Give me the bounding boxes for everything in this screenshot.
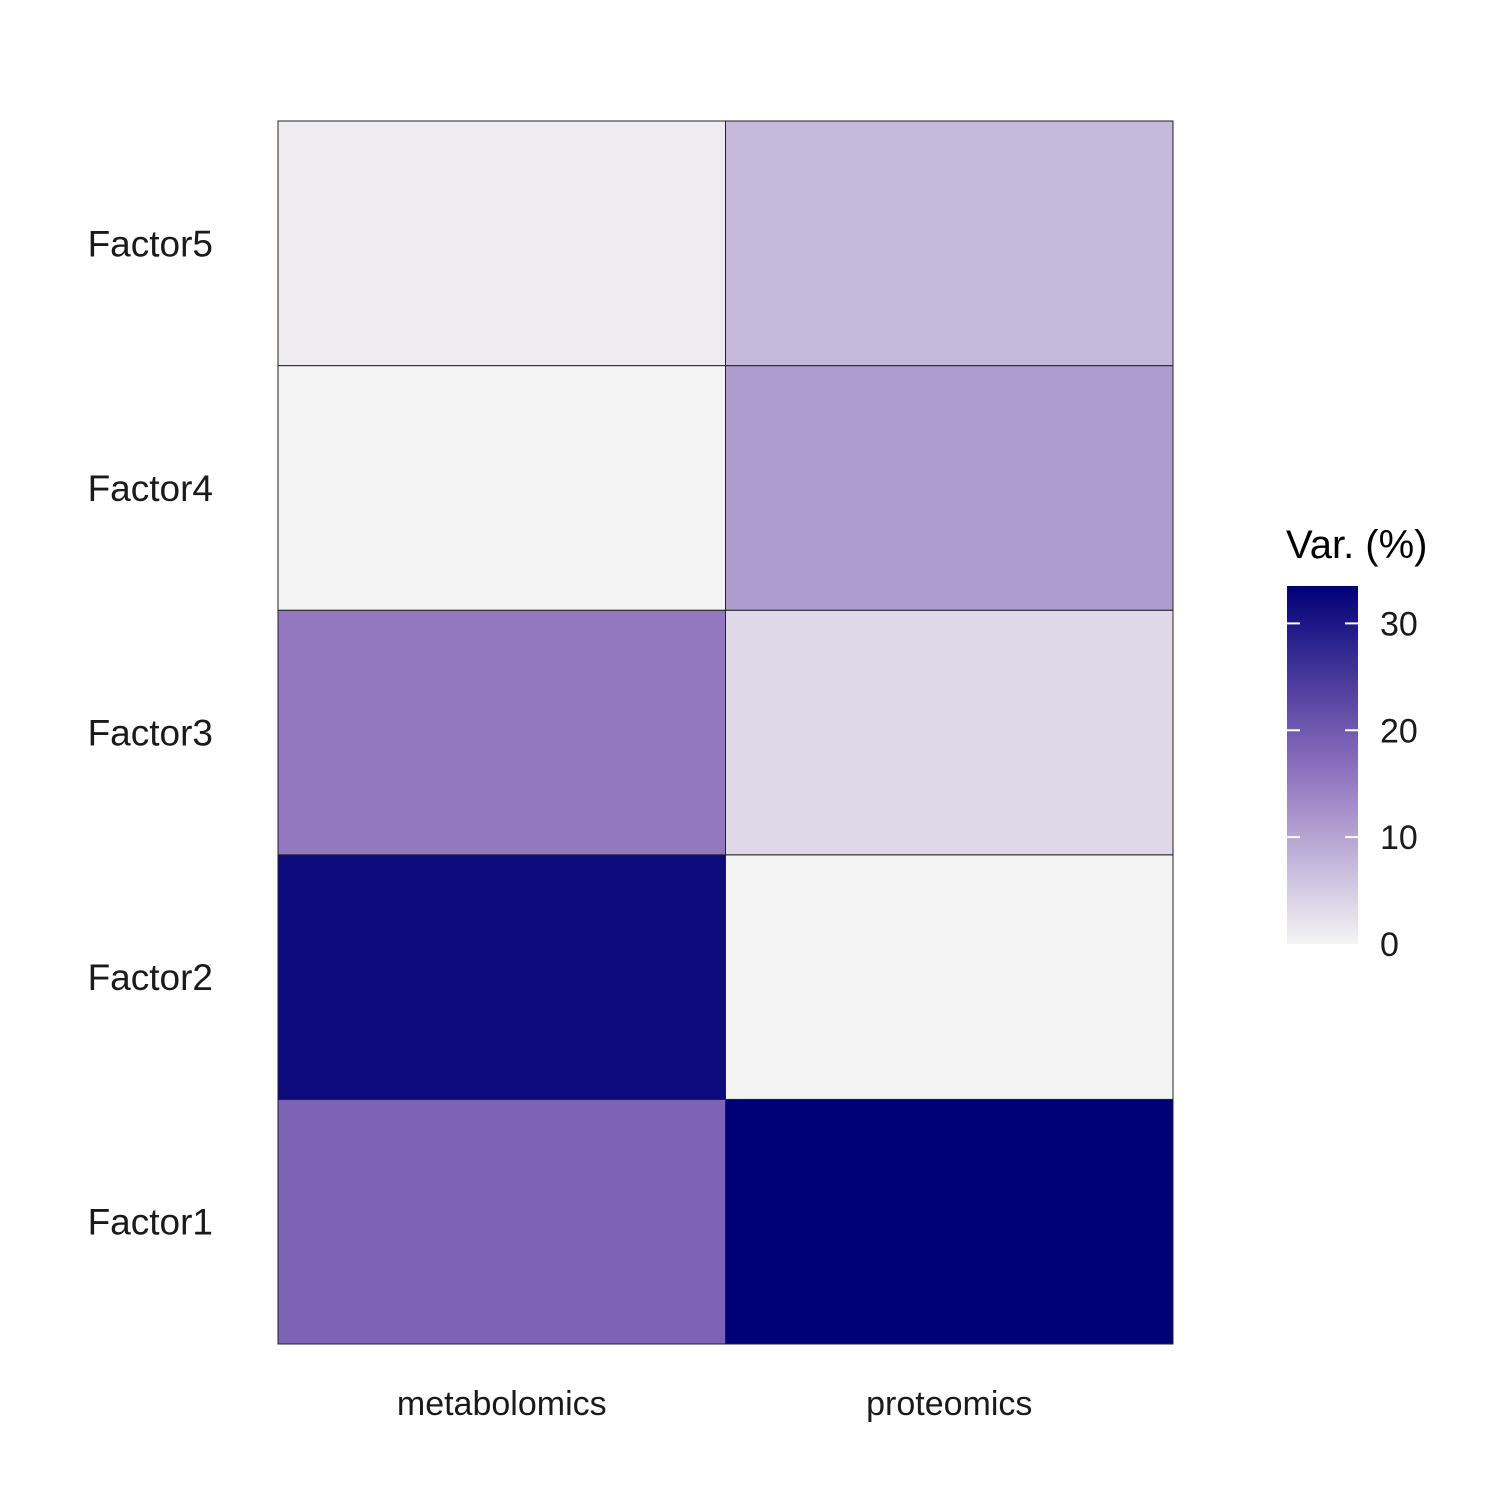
- heatmap-cell-factor1-metabolomics: [277, 1098, 726, 1345]
- legend-title: Var. (%): [1286, 523, 1428, 567]
- heatmap-cell-factor1-proteomics: [725, 1098, 1174, 1345]
- x-tick-label: metabolomics: [397, 1385, 607, 1423]
- y-axis-labels: Factor1 Factor2 Factor3 Factor4 Factor5: [88, 223, 213, 1242]
- y-tick-label: Factor5: [88, 223, 213, 264]
- legend-tick-label: 10: [1380, 819, 1418, 857]
- heatmap-cell-factor5-metabolomics: [277, 120, 726, 367]
- heatmap-cell-factor2-proteomics: [725, 854, 1174, 1100]
- heatmap-cell-factor3-metabolomics: [277, 609, 726, 856]
- y-tick-label: Factor2: [88, 957, 213, 998]
- heatmap-cell-factor3-proteomics: [725, 609, 1174, 856]
- color-legend: Var. (%) 0 10 20 30: [1286, 523, 1428, 964]
- legend-color-bar: [1287, 586, 1358, 944]
- y-tick-label: Factor4: [88, 468, 213, 509]
- legend-tick-label: 20: [1380, 712, 1418, 750]
- x-axis-labels: metabolomics proteomics: [397, 1385, 1033, 1423]
- heatmap-cells: [277, 120, 1174, 1345]
- heatmap-cell-factor4-proteomics: [725, 365, 1174, 611]
- legend-tick-label: 30: [1380, 605, 1418, 643]
- heatmap-cell-factor4-metabolomics: [277, 365, 726, 611]
- y-tick-label: Factor1: [88, 1202, 213, 1243]
- x-tick-label: proteomics: [866, 1385, 1032, 1423]
- legend-tick-label: 0: [1380, 926, 1399, 964]
- heatmap-cell-factor2-metabolomics: [277, 854, 726, 1100]
- y-tick-label: Factor3: [88, 713, 213, 754]
- heatmap-cell-factor5-proteomics: [725, 120, 1174, 367]
- legend-ticks: 0 10 20 30: [1287, 605, 1418, 964]
